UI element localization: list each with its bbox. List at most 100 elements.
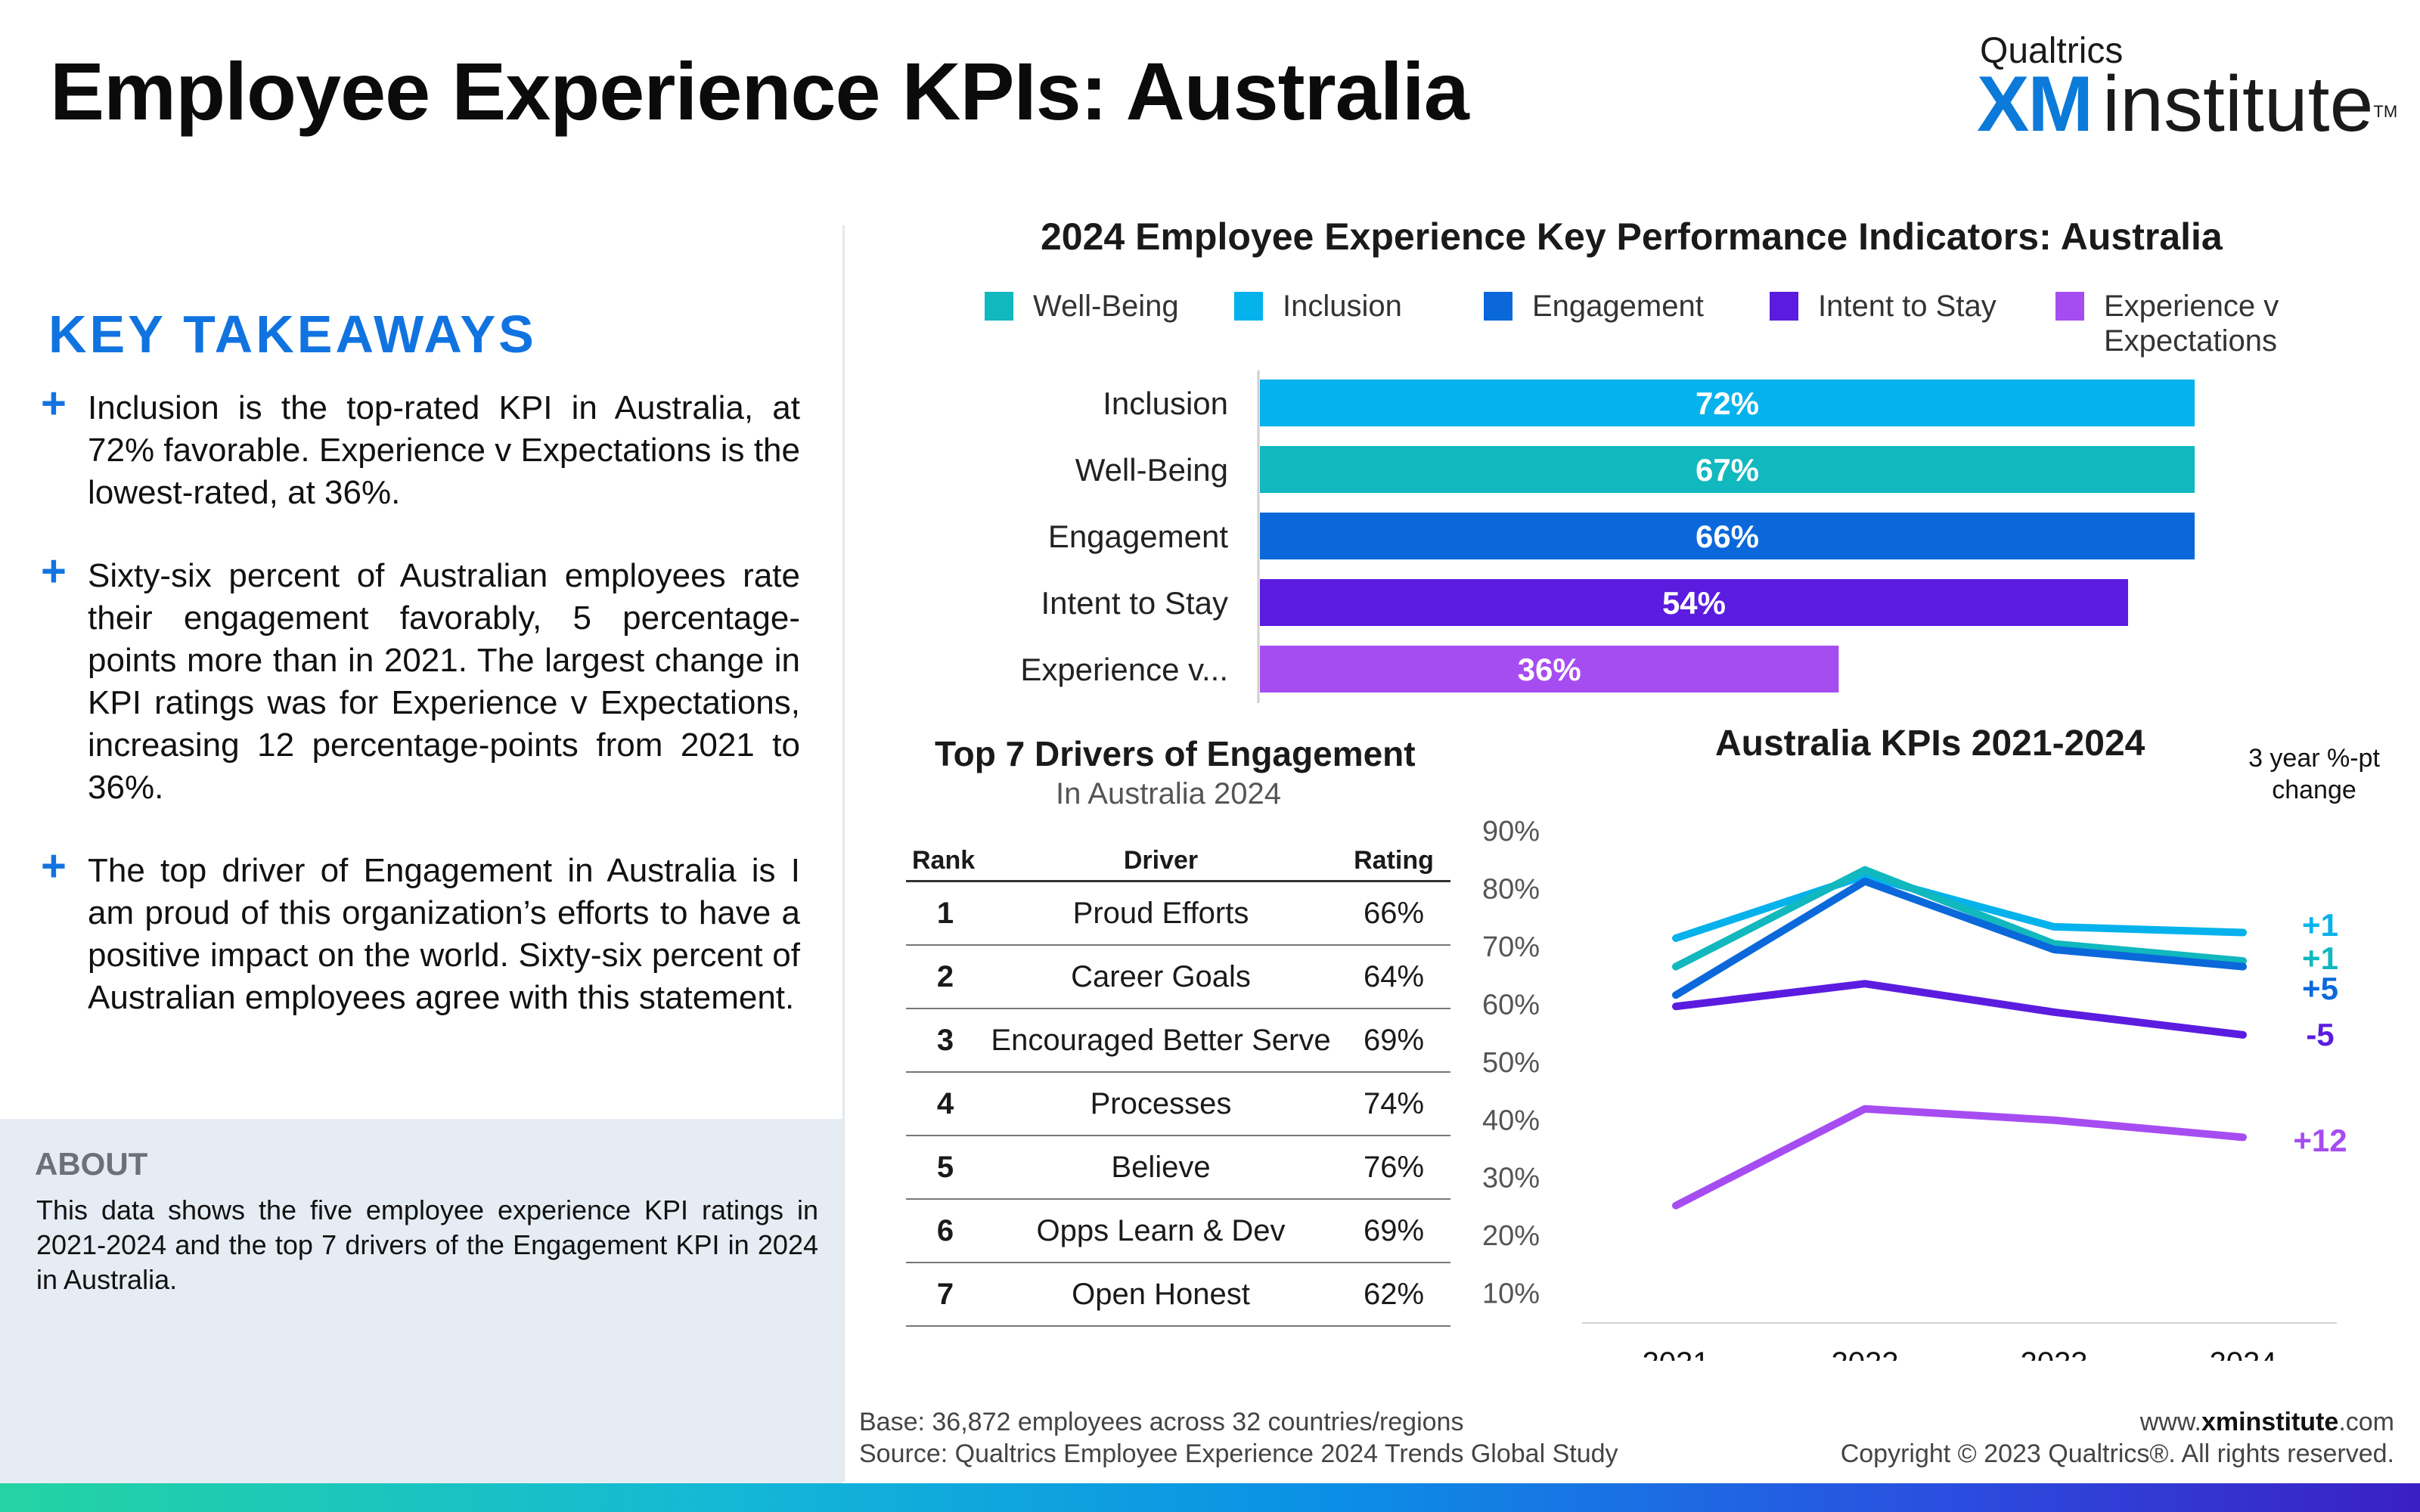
y-tick-label: 10% [1482, 1278, 1540, 1310]
about-heading: ABOUT [35, 1146, 148, 1182]
bar-category-label: Intent to Stay [1041, 585, 1229, 621]
driver-cell: Proud Efforts [985, 881, 1337, 946]
rating-cell: 62% [1337, 1263, 1450, 1327]
table-row: 7 Open Honest 62% [906, 1263, 1450, 1327]
x-tick-label: 2021 [1643, 1346, 1710, 1361]
driver-cell: Encouraged Better Serve [985, 1009, 1337, 1073]
rank-cell: 6 [906, 1199, 985, 1263]
column-header-rank: Rank [906, 841, 985, 882]
takeaway-text: Inclusion is the top-rated KPI in Austra… [88, 389, 800, 511]
site-prefix: www. [2139, 1408, 2201, 1436]
legend-label: Experience v Expectations [2104, 290, 2279, 358]
bar-value-label: 67% [1696, 452, 1759, 488]
bar-category-label: Well-Being [1075, 452, 1228, 488]
legend-swatch [2055, 292, 2084, 321]
drivers-table-title: Top 7 Drivers of Engagement [935, 734, 1416, 773]
site-suffix: .com [2338, 1408, 2394, 1436]
y-tick-label: 90% [1482, 816, 1540, 847]
y-tick-label: 20% [1482, 1220, 1540, 1252]
plus-icon: + [41, 841, 67, 891]
footer-website-link[interactable]: www.xminstitute.com [1739, 1406, 2394, 1438]
rank-cell: 4 [906, 1072, 985, 1136]
about-panel [0, 1119, 842, 1483]
xm-institute-logo[interactable]: XM instituteTM [1977, 65, 2397, 144]
line-chart-title: Australia KPIs 2021-2024 [1715, 723, 2145, 764]
bar [1260, 380, 2195, 426]
rank-cell: 7 [906, 1263, 985, 1327]
y-tick-label: 70% [1482, 931, 1540, 963]
driver-cell: Open Honest [985, 1263, 1337, 1327]
table-row: 2 Career Goals 64% [906, 945, 1450, 1009]
table-row: 6 Opps Learn & Dev 69% [906, 1199, 1450, 1263]
site-bold: xminstitute [2201, 1408, 2339, 1436]
key-takeaways-heading: KEY TAKEAWAYS [48, 305, 537, 364]
footer-base-text: Base: 36,872 employees across 32 countri… [859, 1408, 1464, 1436]
y-tick-label: 60% [1482, 989, 1540, 1021]
table-row: 5 Believe 76% [906, 1136, 1450, 1200]
bar-category-label: Experience v... [1020, 652, 1228, 687]
drivers-table-subtitle: In Australia 2024 [1056, 777, 1281, 810]
takeaway-text: Sixty-six percent of Australian employee… [88, 557, 800, 806]
logo-institute: institute [2102, 60, 2374, 148]
logo-tm: TM [2373, 102, 2398, 121]
drivers-table: Rank Driver Rating 1 Proud Efforts 66% 2 Ca… [906, 841, 1450, 1327]
footer-gradient-bar [0, 1483, 2420, 1512]
logo-xm: XM [1977, 60, 2093, 148]
driver-cell: Career Goals [985, 945, 1337, 1009]
driver-cell: Believe [985, 1136, 1337, 1200]
series-line [1672, 1105, 2247, 1210]
kpi-line-chart: 90% 80% 70% 60% 50% 40% 30% 20% 10% 2021 2022 2023 2… [1482, 816, 2347, 1361]
y-tick-label: 40% [1482, 1105, 1540, 1136]
driver-cell: Opps Learn & Dev [985, 1199, 1337, 1263]
footer-copyright: www.xminstitute.com Copyright © 2023 Qua… [1739, 1406, 2394, 1470]
series-line [1672, 866, 2247, 971]
legend-label: Well-Being [1033, 290, 1179, 323]
bar-value-label: 72% [1696, 386, 1759, 421]
kpi-bar-chart: Inclusion 72% Well-Being 67% Engagement 66% In… [1020, 370, 2195, 703]
legend-label: Engagement [1532, 290, 1704, 323]
legend-swatch [1770, 292, 1798, 321]
vertical-divider [842, 225, 845, 1482]
footer-source: Base: 36,872 employees across 32 countri… [859, 1406, 1618, 1470]
rating-cell: 64% [1337, 945, 1450, 1009]
legend-label: Intent to Stay [1818, 290, 1996, 323]
plus-icon: + [41, 547, 67, 596]
legend-label: Inclusion [1283, 290, 1402, 323]
takeaway-item: + Sixty-six percent of Australian employ… [41, 550, 800, 809]
x-tick-label: 2023 [2021, 1346, 2088, 1361]
bar-value-label: 54% [1662, 585, 1726, 621]
bar-value-label: 66% [1696, 519, 1759, 554]
series-line [1672, 980, 2247, 1039]
takeaway-item: + The top driver of Engagement in Austra… [41, 844, 800, 1019]
legend-swatch [1234, 292, 1263, 321]
legend-item-experience-v-expectations: Experience v Expectations [2055, 289, 2305, 358]
driver-cell: Processes [985, 1072, 1337, 1136]
table-row: 4 Processes 74% [906, 1072, 1450, 1136]
legend-item-inclusion: Inclusion [1234, 289, 1402, 324]
y-tick-label: 30% [1482, 1163, 1540, 1194]
rating-cell: 69% [1337, 1009, 1450, 1073]
y-tick-label: 80% [1482, 873, 1540, 905]
series-line [1672, 872, 2247, 942]
change-label: +12 [2293, 1123, 2347, 1158]
rating-cell: 74% [1337, 1072, 1450, 1136]
x-tick-label: 2022 [1832, 1346, 1899, 1361]
change-column-header: 3 year %-pt change [2248, 744, 2380, 804]
bar-category-label: Engagement [1048, 519, 1229, 554]
bar [1260, 513, 2195, 559]
legend-item-well-being: Well-Being [985, 289, 1179, 324]
rating-cell: 76% [1337, 1136, 1450, 1200]
bar [1260, 646, 1839, 692]
change-label: +1 [2302, 907, 2338, 943]
legend-swatch [1484, 292, 1512, 321]
rating-cell: 66% [1337, 881, 1450, 946]
page-title: Employee Experience KPIs: Australia [50, 45, 1469, 137]
y-tick-label: 50% [1482, 1047, 1540, 1079]
bar [1260, 446, 2195, 493]
table-row: 3 Encouraged Better Serve 69% [906, 1009, 1450, 1073]
rank-cell: 2 [906, 945, 985, 1009]
series-line [1672, 877, 2247, 999]
legend-item-engagement: Engagement [1484, 289, 1704, 324]
legend-item-intent-to-stay: Intent to Stay [1770, 289, 1996, 324]
copyright-text: Copyright © 2023 Qualtrics®. All rights … [1840, 1439, 2394, 1468]
